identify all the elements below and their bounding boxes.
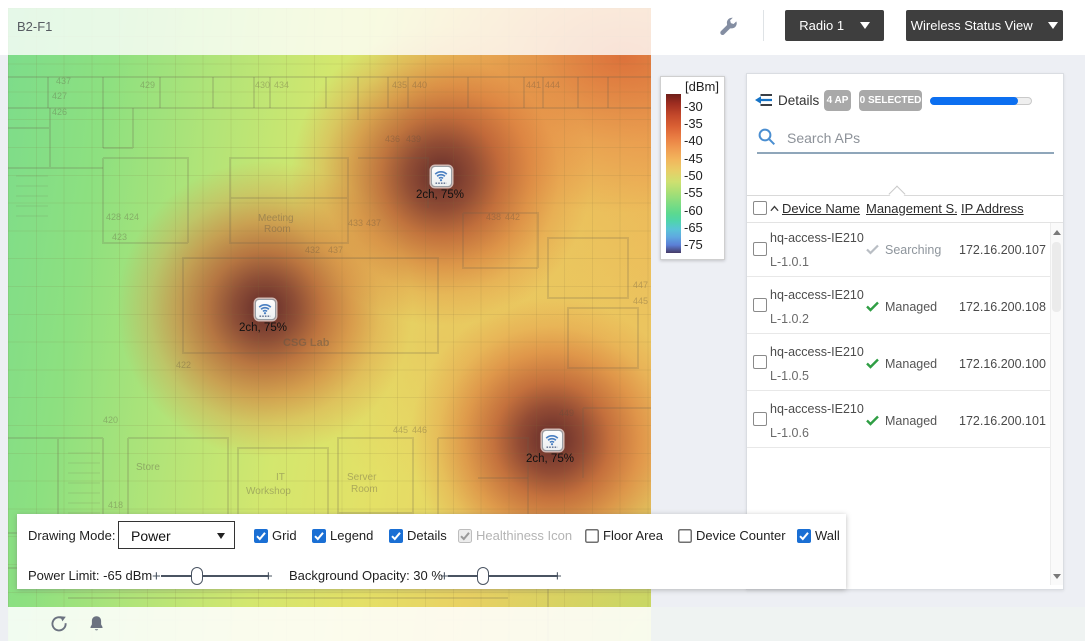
- svg-text:433: 433: [348, 218, 363, 228]
- svg-text:418: 418: [108, 500, 123, 510]
- svg-text:CSG Lab: CSG Lab: [283, 337, 330, 349]
- svg-text:429: 429: [140, 80, 155, 90]
- svg-text:449: 449: [559, 408, 574, 418]
- svg-text:428: 428: [106, 212, 121, 222]
- svg-text:Room: Room: [351, 484, 378, 495]
- svg-text:439: 439: [406, 134, 421, 144]
- svg-text:420: 420: [103, 415, 118, 425]
- svg-text:436: 436: [385, 134, 400, 144]
- svg-text:Workshop: Workshop: [246, 486, 291, 497]
- svg-text:432: 432: [305, 245, 320, 255]
- svg-text:434: 434: [274, 80, 289, 90]
- svg-text:438: 438: [486, 212, 501, 222]
- svg-text:423: 423: [112, 232, 127, 242]
- svg-text:442: 442: [505, 212, 520, 222]
- svg-text:Server: Server: [347, 472, 377, 483]
- svg-text:441: 441: [526, 80, 541, 90]
- svg-text:440: 440: [412, 80, 427, 90]
- svg-text:435: 435: [392, 80, 407, 90]
- svg-text:Store: Store: [136, 462, 160, 473]
- svg-text:437: 437: [366, 218, 381, 228]
- svg-text:IT: IT: [276, 472, 285, 483]
- svg-text:437: 437: [328, 245, 343, 255]
- svg-text:Meeting: Meeting: [258, 213, 294, 224]
- svg-text:445: 445: [633, 296, 648, 306]
- svg-text:430: 430: [255, 80, 270, 90]
- svg-text:422: 422: [176, 360, 191, 370]
- svg-text:Room: Room: [264, 224, 291, 235]
- svg-text:426: 426: [52, 107, 67, 117]
- svg-text:445: 445: [393, 425, 408, 435]
- svg-text:427: 427: [52, 91, 67, 101]
- svg-text:424: 424: [124, 212, 139, 222]
- svg-text:444: 444: [545, 80, 560, 90]
- svg-text:446: 446: [412, 425, 427, 435]
- svg-text:437: 437: [56, 76, 71, 86]
- svg-text:447: 447: [633, 280, 648, 290]
